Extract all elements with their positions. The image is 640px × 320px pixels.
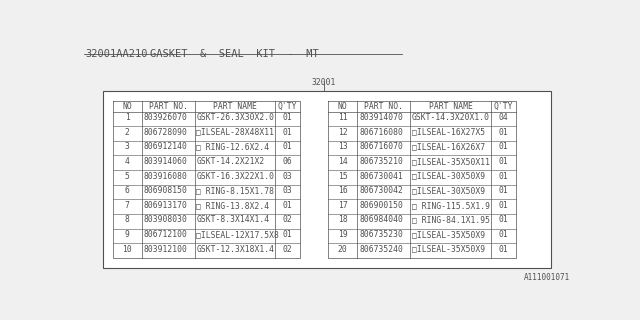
Text: 01: 01 [499,201,508,210]
Text: 806908150: 806908150 [143,186,188,195]
Text: 01: 01 [499,172,508,180]
Bar [103,91,551,268]
Text: 803914060: 803914060 [143,157,188,166]
Text: 16: 16 [338,186,348,195]
Text: □ RING-8.15X1.78: □ RING-8.15X1.78 [196,186,275,195]
Text: 803908030: 803908030 [143,215,188,225]
Text: 01: 01 [499,128,508,137]
Text: NO: NO [338,102,348,111]
Text: 06: 06 [283,157,292,166]
Text: 806716070: 806716070 [359,142,403,151]
Text: Q'TY: Q'TY [278,102,298,111]
Text: 3: 3 [125,142,130,151]
Text: 32001AA210: 32001AA210 [85,49,148,59]
Text: 14: 14 [338,157,348,166]
Text: GASKET  &  SEAL  KIT  -  MT: GASKET & SEAL KIT - MT [150,49,319,59]
Text: □ILSEAL-28X48X11: □ILSEAL-28X48X11 [196,128,275,137]
Text: 02: 02 [283,245,292,254]
Text: 6: 6 [125,186,130,195]
Text: Q'TY: Q'TY [493,102,513,111]
Text: 806900150: 806900150 [359,201,403,210]
Text: □ILSEAL-30X50X9: □ILSEAL-30X50X9 [412,172,485,180]
Text: 13: 13 [338,142,348,151]
Text: GSKT-26.3X30X2.0: GSKT-26.3X30X2.0 [196,113,275,122]
Text: 01: 01 [283,113,292,122]
Text: 01: 01 [283,201,292,210]
Text: □ILSEAL-12X17.5X8: □ILSEAL-12X17.5X8 [196,230,279,239]
Text: □ILSEAL-35X50X9: □ILSEAL-35X50X9 [412,245,485,254]
Text: 806912140: 806912140 [143,142,188,151]
Text: 12: 12 [338,128,348,137]
Text: 806712100: 806712100 [143,230,188,239]
Text: 806735240: 806735240 [359,245,403,254]
Text: PART NAME: PART NAME [429,102,472,111]
Text: 17: 17 [338,201,348,210]
Text: 15: 15 [338,172,348,180]
Text: 5: 5 [125,172,130,180]
Text: GSKT-14.2X21X2: GSKT-14.2X21X2 [196,157,264,166]
Text: □ILSEAL-35X50X9: □ILSEAL-35X50X9 [412,230,485,239]
Text: 7: 7 [125,201,130,210]
Text: GSKT-16.3X22X1.0: GSKT-16.3X22X1.0 [196,172,275,180]
Text: 01: 01 [499,186,508,195]
Text: A111001071: A111001071 [524,273,570,282]
Text: 2: 2 [125,128,130,137]
Text: 01: 01 [499,230,508,239]
Text: 8: 8 [125,215,130,225]
Text: □ RING-13.8X2.4: □ RING-13.8X2.4 [196,201,269,210]
Text: 806728090: 806728090 [143,128,188,137]
Text: 03: 03 [283,172,292,180]
Text: 9: 9 [125,230,130,239]
Text: 01: 01 [499,245,508,254]
Text: 803926070: 803926070 [143,113,188,122]
Text: 806730041: 806730041 [359,172,403,180]
Text: 11: 11 [338,113,348,122]
Text: 4: 4 [125,157,130,166]
Text: 20: 20 [338,245,348,254]
Text: □ILSEAL-16X26X7: □ILSEAL-16X26X7 [412,142,485,151]
Text: □ RING-115.5X1.9: □ RING-115.5X1.9 [412,201,490,210]
Text: 10: 10 [122,245,132,254]
Text: 803912100: 803912100 [143,245,188,254]
Text: 32001: 32001 [312,78,336,87]
Text: 18: 18 [338,215,348,225]
Text: 806913170: 806913170 [143,201,188,210]
Text: 01: 01 [499,215,508,225]
Text: PART NO.: PART NO. [364,102,403,111]
Text: 806730042: 806730042 [359,186,403,195]
Text: PART NAME: PART NAME [213,102,257,111]
Text: □ILSEAL-35X50X11: □ILSEAL-35X50X11 [412,157,490,166]
Text: 806716080: 806716080 [359,128,403,137]
Text: GSKT-14.3X20X1.0: GSKT-14.3X20X1.0 [412,113,490,122]
Text: 01: 01 [499,142,508,151]
Text: 01: 01 [283,230,292,239]
Text: 19: 19 [338,230,348,239]
Text: □ILSEAL-16X27X5: □ILSEAL-16X27X5 [412,128,485,137]
Text: 806735230: 806735230 [359,230,403,239]
Text: 803916080: 803916080 [143,172,188,180]
Text: □ILSEAL-30X50X9: □ILSEAL-30X50X9 [412,186,485,195]
Text: 01: 01 [499,157,508,166]
Text: 01: 01 [283,142,292,151]
Text: □ RING-84.1X1.95: □ RING-84.1X1.95 [412,215,490,225]
Text: 806984040: 806984040 [359,215,403,225]
Text: 806735210: 806735210 [359,157,403,166]
Text: 02: 02 [283,215,292,225]
Text: 01: 01 [283,128,292,137]
Text: GSKT-12.3X18X1.4: GSKT-12.3X18X1.4 [196,245,275,254]
Text: □ RING-12.6X2.4: □ RING-12.6X2.4 [196,142,269,151]
Text: PART NO.: PART NO. [149,102,188,111]
Text: 803914070: 803914070 [359,113,403,122]
Text: 1: 1 [125,113,130,122]
Text: GSKT-8.3X14X1.4: GSKT-8.3X14X1.4 [196,215,269,225]
Text: 03: 03 [283,186,292,195]
Text: NO: NO [122,102,132,111]
Text: 04: 04 [499,113,508,122]
